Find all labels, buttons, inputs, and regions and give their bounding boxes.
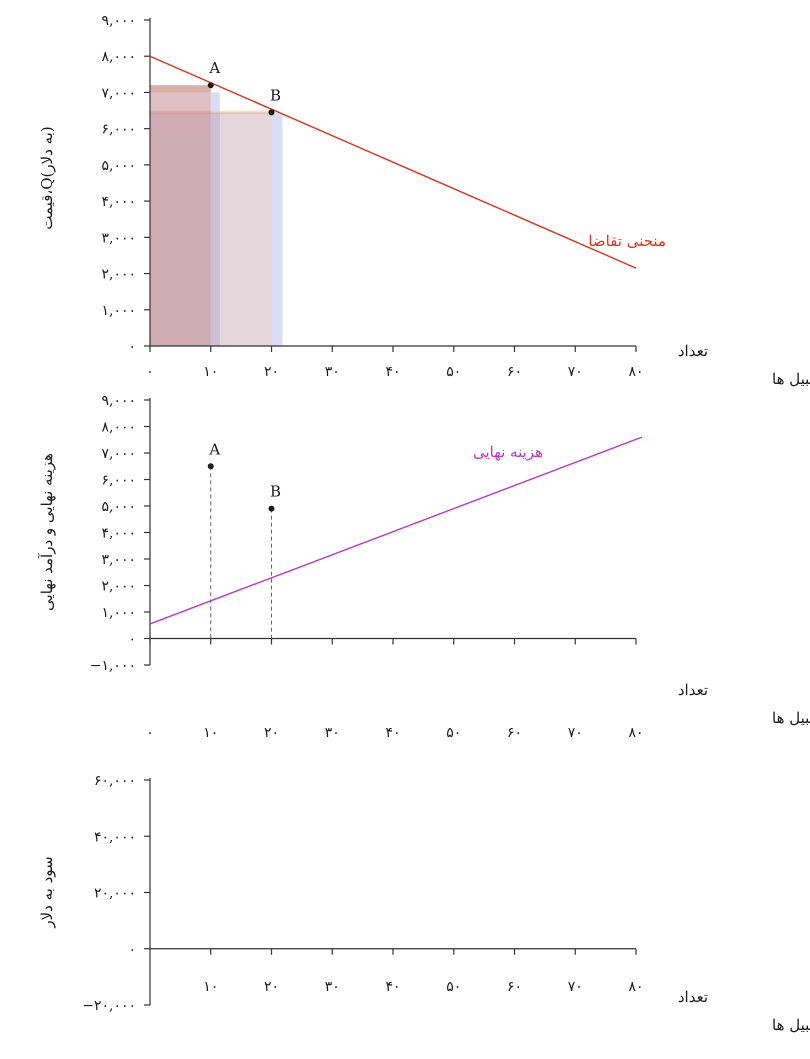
x-tick-label: ۶۰ bbox=[507, 725, 522, 741]
y-tick-label: ۰ bbox=[128, 632, 136, 648]
x-tick-label: ۲۰ bbox=[264, 364, 279, 380]
x-tick-label: ۱۰ bbox=[203, 364, 218, 380]
point-label-b: B bbox=[270, 483, 281, 501]
y-tick-label: ۶۰,۰۰۰ bbox=[94, 773, 136, 789]
x-tick-label: ۵۰ bbox=[446, 979, 461, 995]
point-a bbox=[207, 463, 214, 470]
y-tick-label: ۴,۰۰۰ bbox=[101, 194, 136, 210]
chart-panel-1: ۰ ۱,۰۰۰ ۲,۰۰۰ ۳,۰۰۰ ۴,۰۰۰ ۵,۰۰۰ ۶,۰۰۰ ۷,۰۰۰ ۸,۰۰… bbox=[38, 13, 810, 388]
x-axis-title-line2: Q،اتومبیل ها bbox=[772, 370, 810, 388]
y-tick-label: ۲,۰۰۰ bbox=[101, 267, 136, 283]
x-tick-label: ۳۰ bbox=[325, 979, 340, 995]
x-tick-label: ۰ bbox=[146, 725, 154, 741]
chart-panel-3: −۲۰,۰۰۰ ۰ ۲۰,۰۰۰ ۴۰,۰۰۰ ۶۰,۰۰۰ ۱۰ ۲۰ ۳۰ ۴۰ ۵۰ ۶۰ ۷۰… bbox=[38, 773, 810, 1034]
y-tick-label: ۳,۰۰۰ bbox=[101, 552, 136, 568]
x-tick-label: ۲۰ bbox=[264, 979, 279, 995]
x-tick-label: ۸۰ bbox=[628, 725, 643, 741]
y-tick-label: ۹,۰۰۰ bbox=[101, 393, 136, 409]
y-tick-label: ۱,۰۰۰ bbox=[101, 303, 136, 319]
point-label-b: B bbox=[270, 86, 281, 104]
x-tick-label: ۱۰ bbox=[203, 725, 218, 741]
y-tick-label: ۵,۰۰۰ bbox=[101, 499, 136, 515]
y-tick-label: ۲۰,۰۰۰ bbox=[94, 886, 136, 902]
x-tick-label: ۳۰ bbox=[325, 364, 340, 380]
revenue-shadow-1 bbox=[210, 92, 220, 346]
x-tick-label: ۴۰ bbox=[385, 364, 400, 380]
y-tick-label: ۰ bbox=[128, 942, 136, 958]
x-tick-label: ۳۰ bbox=[325, 725, 340, 741]
y-tick-label: −۱,۰۰۰ bbox=[90, 658, 136, 674]
y-tick-label: ۶,۰۰۰ bbox=[101, 122, 136, 138]
chart-panel-2: −۱,۰۰۰ ۰ ۱,۰۰۰ ۲,۰۰۰ ۳,۰۰۰ ۴,۰۰۰ ۵,۰۰۰ ۶,۰۰۰ ۷,۰… bbox=[38, 393, 810, 741]
y-tick-label: ۳,۰۰۰ bbox=[101, 230, 136, 246]
revenue-rect-2 bbox=[150, 112, 272, 346]
x-axis-title-line1: تعداد bbox=[678, 681, 708, 699]
y-tick-label: ۴,۰۰۰ bbox=[101, 526, 136, 542]
y-tick-label: ۴۰,۰۰۰ bbox=[94, 829, 136, 845]
x-tick-label: ۶۰ bbox=[507, 979, 522, 995]
series-line-1 bbox=[149, 436, 643, 625]
revenue-shadow-2 bbox=[271, 114, 283, 346]
series-line-1 bbox=[149, 55, 637, 269]
point-b bbox=[268, 109, 275, 116]
point-label-a: A bbox=[208, 440, 220, 458]
y-tick-label: ۹,۰۰۰ bbox=[101, 13, 136, 29]
x-tick-label: ۷۰ bbox=[568, 364, 583, 380]
x-tick-label: ۵۰ bbox=[446, 364, 461, 380]
x-tick-label: ۴۰ bbox=[385, 725, 400, 741]
y-tick-label: −۲۰,۰۰۰ bbox=[82, 998, 136, 1014]
point-a bbox=[207, 82, 214, 89]
y-tick-label: ۲,۰۰۰ bbox=[101, 579, 136, 595]
revenue-shadow-4 bbox=[150, 110, 272, 115]
x-tick-label: ۷۰ bbox=[568, 725, 583, 741]
x-tick-label: ۴۰ bbox=[385, 979, 400, 995]
y-tick-label: ۶,۰۰۰ bbox=[101, 473, 136, 489]
x-axis-title-line1: تعداد bbox=[678, 988, 708, 1006]
x-tick-label: ۱۰ bbox=[203, 979, 218, 995]
y-tick-label: ۸,۰۰۰ bbox=[101, 420, 136, 436]
x-tick-label: ۶۰ bbox=[507, 364, 522, 380]
x-tick-label: ۵۰ bbox=[446, 725, 461, 741]
y-tick-label: ۸,۰۰۰ bbox=[101, 49, 136, 65]
y-tick-label: ۱,۰۰۰ bbox=[101, 605, 136, 621]
x-tick-label: ۷۰ bbox=[568, 979, 583, 995]
point-b bbox=[268, 505, 275, 512]
y-axis-title: سود به دلار bbox=[38, 856, 56, 928]
x-tick-label: ۰ bbox=[146, 364, 154, 380]
y-tick-label: ۷,۰۰۰ bbox=[101, 85, 136, 101]
y-tick-label: ۰ bbox=[128, 339, 136, 355]
revenue-rect-1 bbox=[150, 85, 211, 346]
y-axis-title: هزینه نهایی و درآمد نهایی bbox=[38, 453, 56, 611]
y-tick-label: ۷,۰۰۰ bbox=[101, 446, 136, 462]
x-axis-title-line2: Q،اتومبیل ها bbox=[772, 709, 810, 727]
x-tick-label: ۸۰ bbox=[628, 364, 643, 380]
revenue-shadow-3 bbox=[150, 85, 211, 93]
x-tick-label: ۲۰ bbox=[264, 725, 279, 741]
x-axis-title-line1: تعداد bbox=[678, 342, 708, 360]
demand-curve-label: منحنی تقاضا bbox=[588, 232, 666, 250]
x-tick-label: ۸۰ bbox=[628, 979, 643, 995]
y-tick-label: ۵,۰۰۰ bbox=[101, 158, 136, 174]
marginal-cost-label: هزینه نهایی bbox=[473, 443, 543, 461]
point-label-a: A bbox=[208, 59, 220, 77]
x-axis-title-line2: Q،اتومبیل ها bbox=[772, 1016, 810, 1034]
y-axis-title: قیمت،Q(به دلار) bbox=[38, 126, 56, 229]
